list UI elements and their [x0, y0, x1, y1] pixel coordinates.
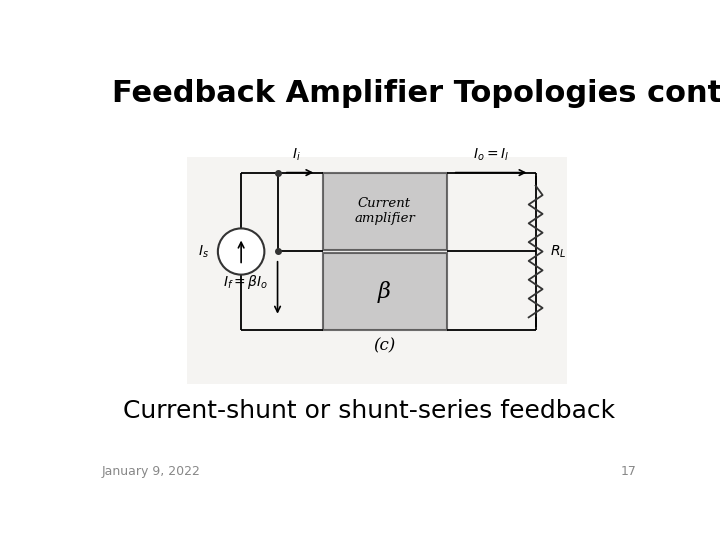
Text: $R_L$: $R_L$	[549, 244, 566, 260]
Text: Current
amplifier: Current amplifier	[354, 197, 415, 225]
Bar	[323, 253, 446, 330]
Text: January 9, 2022: January 9, 2022	[102, 465, 200, 478]
Bar	[187, 157, 567, 384]
Text: $I_i$: $I_i$	[292, 146, 300, 163]
Text: $I_f = \beta I_o$: $I_f = \beta I_o$	[223, 273, 269, 291]
Text: β: β	[378, 281, 391, 302]
Text: Feedback Amplifier Topologies contd.: Feedback Amplifier Topologies contd.	[112, 79, 720, 108]
Text: $I_s$: $I_s$	[199, 244, 210, 260]
Bar	[323, 173, 446, 249]
Text: $I_o = I_l$: $I_o = I_l$	[473, 146, 509, 163]
Circle shape	[218, 228, 264, 275]
Text: 17: 17	[621, 465, 636, 478]
Text: (c): (c)	[374, 338, 395, 354]
Text: Current-shunt or shunt-series feedback: Current-shunt or shunt-series feedback	[123, 399, 615, 423]
